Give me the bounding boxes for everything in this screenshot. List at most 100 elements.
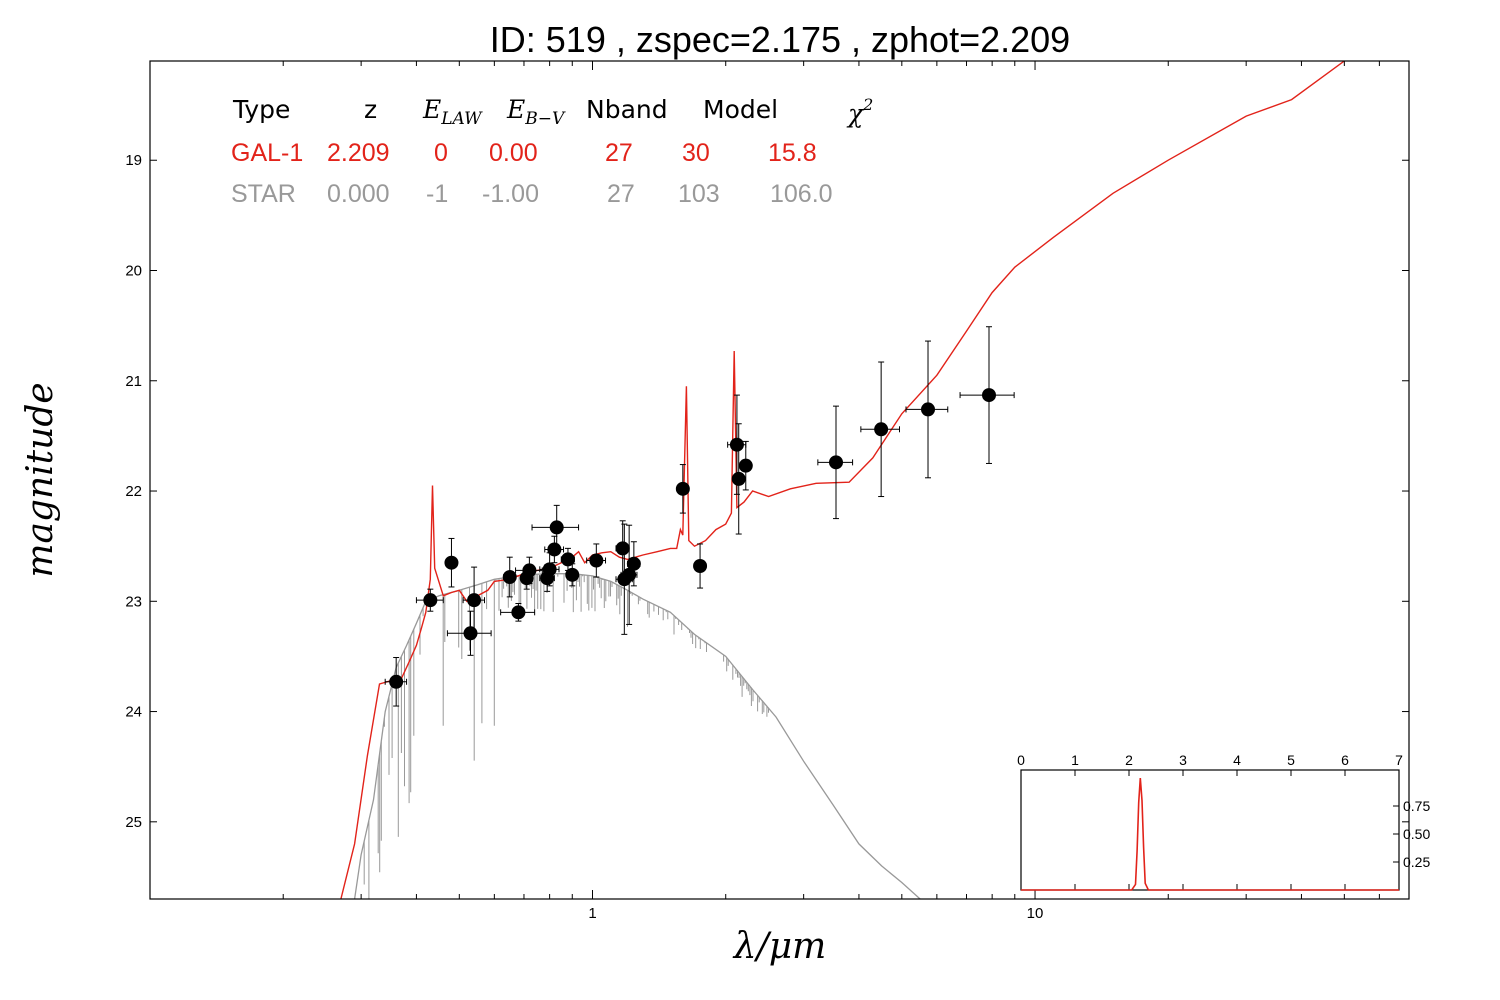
y-tick-label: 25 [125,814,142,831]
photometry-point [500,602,536,622]
photometry-point [502,556,517,598]
col-header-type: Type [232,95,290,124]
x-tick-label: 1 [588,905,596,922]
data-point-marker [467,593,482,608]
table-row-star: STAR 0.000 -1 -1.00 27 103 106.0 [231,180,833,208]
photometry-point [586,543,607,578]
data-point-marker [622,567,637,582]
x-tick-label: 10 [1027,905,1044,922]
data-point-marker [693,559,708,574]
galaxy-layer [340,61,1346,899]
data-point-marker [502,570,517,585]
photometry-point [675,464,690,514]
row-cell-model: 103 [678,180,720,208]
data-point-marker [565,567,580,582]
data-point-marker [423,593,438,608]
data-point-marker [981,388,996,403]
col-header-nband: Nband [586,95,668,124]
data-point-marker [542,562,557,577]
y-axis-label: magnitude [20,382,61,577]
photometry-point [738,440,753,491]
inset-x-tick-label: 1 [1071,752,1079,768]
photometry-point [539,552,560,587]
photometry-point [384,657,408,707]
chart-title: ID: 519 , zspec=2.175 , zphot=2.209 [490,19,1070,60]
star-model-line [353,573,922,899]
data-point-marker [738,458,753,473]
inset-pdz-layer [1021,777,1399,891]
data-point-marker [389,674,404,689]
row-cell-chi2: 106.0 [770,180,833,208]
inset-x-tick-label: 7 [1395,752,1403,768]
star-layer [353,573,922,899]
data-point-marker [549,520,564,535]
data-point-marker [444,555,459,570]
col-header-ebv: EB−V [506,95,566,129]
photometry-point [415,588,444,612]
inset-x-ticks: 0 1 2 3 4 5 6 7 [1017,752,1403,890]
row-name: GAL-1 [231,139,303,167]
photometry-point [731,423,746,535]
inset-frame [1020,769,1400,891]
col-header-elaw: ELAW [422,95,483,129]
plot-frame [149,60,1410,900]
photometry-point [860,361,901,498]
pdz-inset: 0 1 2 3 4 5 6 7 0.25 0.50 0.75 [1017,752,1430,891]
photometry-point [959,326,1015,464]
data-point-marker [874,422,889,437]
y-tick-label: 19 [125,152,142,169]
photometry-point [615,520,630,577]
photometry-point [560,547,575,571]
y-tick-label: 21 [125,373,142,390]
data-point-marker [729,437,744,452]
row-cell-ebv: -1.00 [482,180,539,208]
inset-y-tick-label: 0.50 [1403,826,1430,842]
photometry-point [515,556,543,585]
photometry-point [531,504,580,550]
inset-y-ticks: 0.25 0.50 0.75 [1393,798,1430,870]
col-header-z: z [364,95,377,124]
col-header-model: Model [703,95,778,124]
row-cell-chi2: 15.8 [768,139,817,167]
data-point-marker [921,402,936,417]
row-cell-elaw: 0 [434,139,448,167]
row-cell-ebv: 0.00 [489,139,538,167]
row-name: STAR [231,180,296,208]
row-cell-elaw: -1 [426,180,448,208]
row-cell-nband: 27 [605,139,633,167]
data-point-marker [731,471,746,486]
y-ticks: 19 20 21 22 23 24 25 [125,152,1409,831]
star-absorption-lines [363,573,769,899]
inset-x-tick-label: 4 [1233,752,1241,768]
photometry-point [620,524,638,625]
data-point-marker [560,552,575,567]
col-header-chi2: χ2 [846,95,873,128]
fit-summary-table: Type z ELAW EB−V Nband Model χ2 GAL-1 2.… [231,95,873,208]
data-point-marker [511,605,526,620]
photometry-point [817,405,854,520]
x-axis-label: λ/μm [732,926,826,967]
inset-x-tick-label: 3 [1179,752,1187,768]
inset-x-tick-label: 5 [1287,752,1295,768]
photometry-point [693,543,708,589]
photometry-point [905,340,949,479]
inset-x-tick-label: 0 [1017,752,1025,768]
photometry-layer [384,326,1015,707]
y-tick-label: 22 [125,483,142,500]
inset-x-tick-label: 6 [1341,752,1349,768]
photometry-point [444,537,459,588]
data-point-marker [589,553,604,568]
data-point-marker [615,541,630,556]
y-tick-label: 20 [125,263,142,280]
photometry-point [626,541,641,587]
y-tick-label: 23 [125,593,142,610]
x-ticks: 1 10 [149,61,1410,922]
y-tick-label: 24 [125,704,142,721]
photometry-point [565,563,580,587]
photometry-point [462,566,485,634]
data-point-marker [675,481,690,496]
row-cell-z: 0.000 [327,180,390,208]
row-cell-z: 2.209 [327,139,390,167]
